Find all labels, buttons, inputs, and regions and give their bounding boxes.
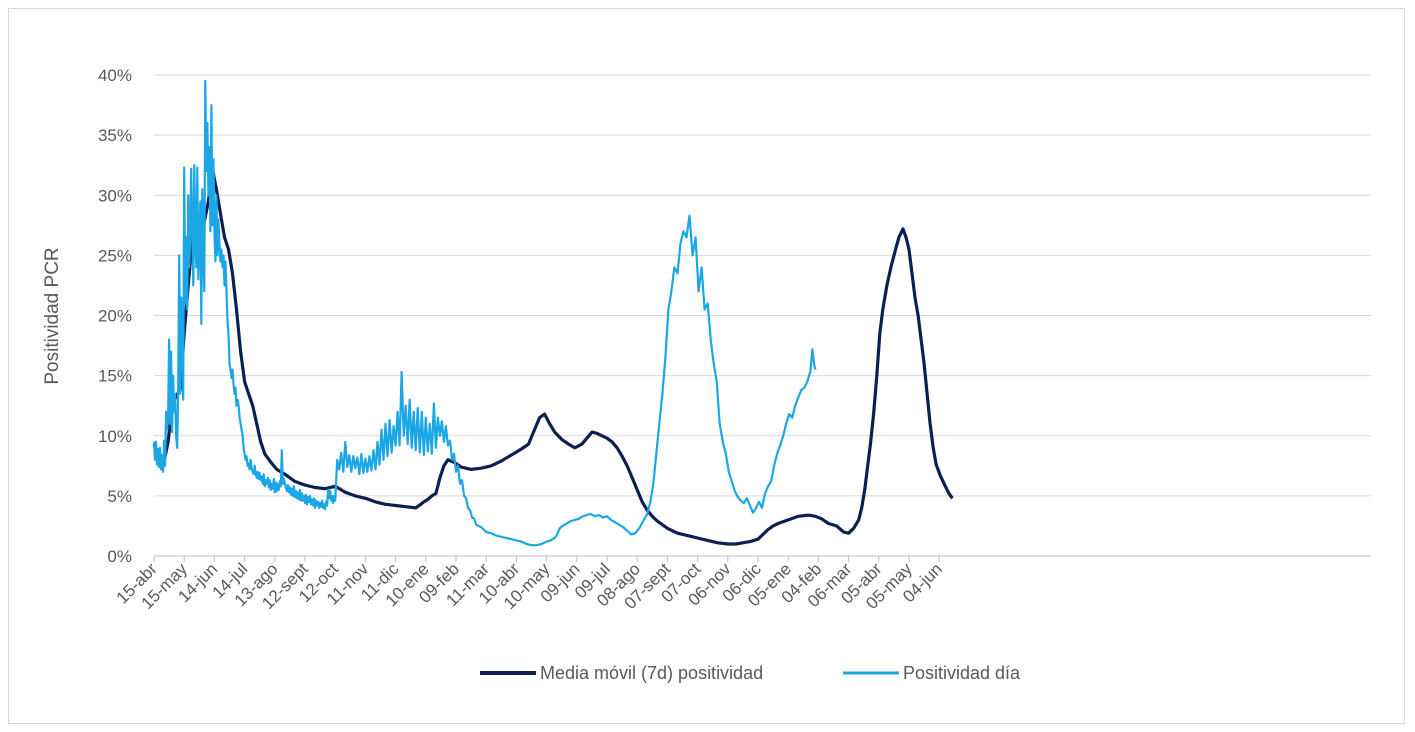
series-lines	[152, 79, 954, 547]
y-tick-label: 25%	[98, 246, 132, 265]
y-tick-label: 15%	[98, 367, 132, 386]
y-axis-label: Positividad PCR	[42, 247, 63, 384]
y-tick-label: 10%	[98, 427, 132, 446]
series-line-daily	[152, 79, 817, 547]
y-tick-label: 5%	[107, 487, 132, 506]
y-axis-ticks: 0% 5% 10% 15% 20% 25% 30% 35% 40%	[98, 66, 132, 566]
y-tick-label: 30%	[98, 186, 132, 205]
x-axis: 15-abr15-may14-jun14-jul13-ago12-sept12-…	[113, 555, 1371, 613]
legend: Media móvil (7d) positividad Positividad…	[480, 663, 1021, 683]
series-line-moving-avg	[152, 167, 954, 546]
gridlines	[154, 74, 1371, 497]
y-tick-label: 20%	[98, 307, 132, 326]
legend-label-moving-avg: Media móvil (7d) positividad	[540, 663, 763, 683]
y-tick-label: 0%	[107, 547, 132, 566]
legend-label-daily: Positividad día	[903, 663, 1021, 683]
chart-frame	[8, 8, 1405, 724]
y-tick-label: 40%	[98, 66, 132, 85]
y-tick-label: 35%	[98, 126, 132, 145]
